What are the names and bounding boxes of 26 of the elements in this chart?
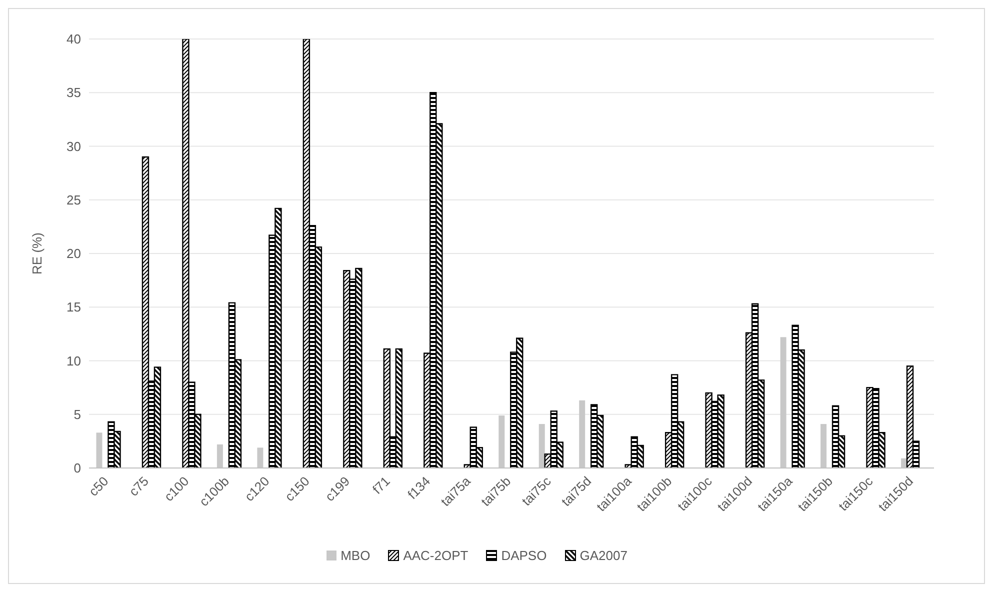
x-tick-label: c50 xyxy=(86,474,112,499)
legend-label: DAPSO xyxy=(500,548,547,563)
y-tick-label: 40 xyxy=(66,32,81,47)
bar xyxy=(538,424,545,468)
y-tick-label: 5 xyxy=(74,406,81,422)
bar xyxy=(216,444,223,468)
y-tick-label: 30 xyxy=(66,138,81,154)
y-tick-label: 0 xyxy=(74,460,81,476)
y-tick-label: 15 xyxy=(66,300,81,315)
bar xyxy=(257,448,264,468)
y-tick-label: 20 xyxy=(66,246,81,262)
x-tick-label: f134 xyxy=(404,474,434,502)
legend-label: AAC-2OPT xyxy=(402,548,468,563)
legend-label: GA2007 xyxy=(578,548,628,563)
y-tick-label: 25 xyxy=(66,192,81,208)
x-tick-label: c75 xyxy=(126,474,152,499)
bar xyxy=(780,337,786,468)
bar xyxy=(96,432,102,468)
bar xyxy=(579,400,586,468)
y-tick-label: 35 xyxy=(66,85,81,100)
legend-label: MBO xyxy=(340,548,370,563)
y-axis-title: RE (%) xyxy=(30,232,45,274)
x-tick-label: f71 xyxy=(370,474,393,497)
bar xyxy=(498,415,505,468)
bar xyxy=(820,424,827,468)
y-tick-label: 10 xyxy=(66,353,81,368)
